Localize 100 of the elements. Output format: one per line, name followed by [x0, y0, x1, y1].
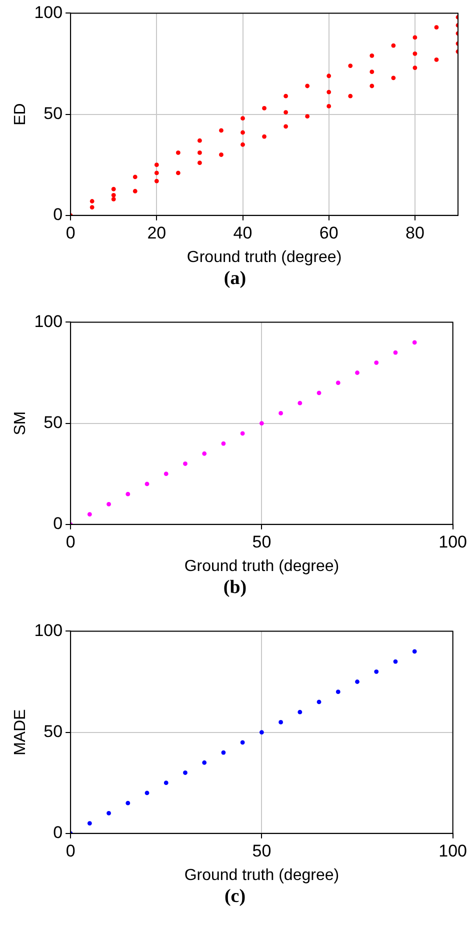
point — [412, 340, 417, 345]
y-tick-label: 0 — [53, 514, 63, 534]
x-tick-label: 60 — [319, 223, 338, 242]
point — [240, 142, 245, 147]
point — [219, 128, 224, 133]
x-tick-label: 100 — [438, 841, 468, 860]
y-tick-label: 0 — [53, 205, 63, 224]
point — [326, 104, 332, 108]
x-tick-label: 80 — [405, 223, 424, 242]
point — [284, 94, 288, 98]
y-tick-label: 0 — [53, 823, 63, 842]
point — [298, 710, 302, 714]
x-tick-label: 40 — [233, 223, 252, 242]
point — [106, 810, 111, 816]
point — [87, 821, 92, 826]
point — [111, 186, 116, 192]
point — [326, 74, 332, 78]
point — [132, 174, 138, 180]
point — [259, 730, 264, 734]
point — [336, 690, 340, 694]
point — [132, 188, 138, 194]
text: (b) — [223, 577, 247, 599]
point — [391, 43, 396, 48]
point — [176, 150, 180, 155]
point — [259, 421, 264, 426]
point — [144, 790, 150, 796]
x-tick-label: 20 — [147, 223, 166, 242]
x-axis-title: Ground truth (degree) — [186, 248, 342, 266]
point — [176, 170, 180, 176]
text: (a) — [224, 268, 246, 290]
point — [221, 441, 226, 446]
x-tick-label: 50 — [252, 841, 272, 860]
point — [370, 70, 374, 74]
point — [262, 134, 266, 139]
point — [412, 649, 417, 654]
point — [370, 84, 374, 88]
point — [126, 800, 130, 806]
point — [326, 90, 332, 94]
point — [198, 138, 202, 143]
point — [412, 35, 418, 40]
y-tick-label: 50 — [44, 104, 63, 123]
point — [434, 25, 439, 30]
point — [348, 64, 353, 68]
point — [111, 192, 116, 198]
point — [393, 350, 398, 355]
point — [240, 431, 245, 436]
point — [202, 451, 207, 456]
point — [393, 659, 398, 664]
point — [164, 780, 168, 786]
point — [434, 58, 439, 62]
point — [240, 130, 245, 135]
point — [374, 669, 379, 674]
point — [183, 770, 188, 775]
point — [221, 750, 226, 755]
point — [391, 76, 396, 80]
point — [198, 160, 202, 166]
point — [284, 124, 288, 129]
point — [219, 152, 224, 157]
point — [87, 512, 92, 516]
y-tick-label: 50 — [44, 412, 63, 432]
y-axis-title: ED — [12, 103, 30, 126]
point — [154, 170, 159, 176]
point — [412, 51, 418, 56]
x-tick-label: 0 — [66, 841, 76, 860]
point — [262, 106, 266, 110]
point — [370, 53, 374, 58]
point — [126, 492, 130, 496]
text: (c) — [224, 886, 246, 908]
point — [278, 410, 284, 416]
point — [374, 360, 379, 365]
point — [111, 197, 116, 202]
x-tick-label: 100 — [438, 532, 468, 552]
point — [348, 94, 353, 98]
y-tick-label: 100 — [34, 312, 63, 331]
y-axis-title: MADE — [12, 709, 30, 756]
point — [198, 150, 202, 155]
point — [355, 370, 360, 375]
x-axis-title: Ground truth (degree) — [184, 866, 340, 884]
point — [90, 199, 94, 204]
point — [183, 462, 188, 466]
x-tick-label: 0 — [66, 223, 76, 242]
point — [240, 116, 245, 121]
point — [336, 380, 340, 386]
point — [355, 680, 360, 684]
point — [284, 110, 288, 114]
point — [278, 720, 284, 724]
y-axis-title: SM — [12, 411, 30, 436]
point — [164, 472, 168, 476]
point — [154, 178, 159, 184]
y-tick-label: 100 — [34, 620, 63, 640]
point — [106, 502, 111, 506]
y-tick-label: 100 — [34, 2, 63, 22]
x-axis-title: Ground truth (degree) — [184, 558, 340, 575]
point — [202, 760, 207, 765]
point — [316, 390, 322, 396]
y-tick-label: 50 — [44, 722, 63, 741]
point — [90, 205, 94, 210]
x-tick-label: 0 — [66, 532, 76, 552]
point — [154, 162, 159, 168]
point — [240, 740, 245, 745]
